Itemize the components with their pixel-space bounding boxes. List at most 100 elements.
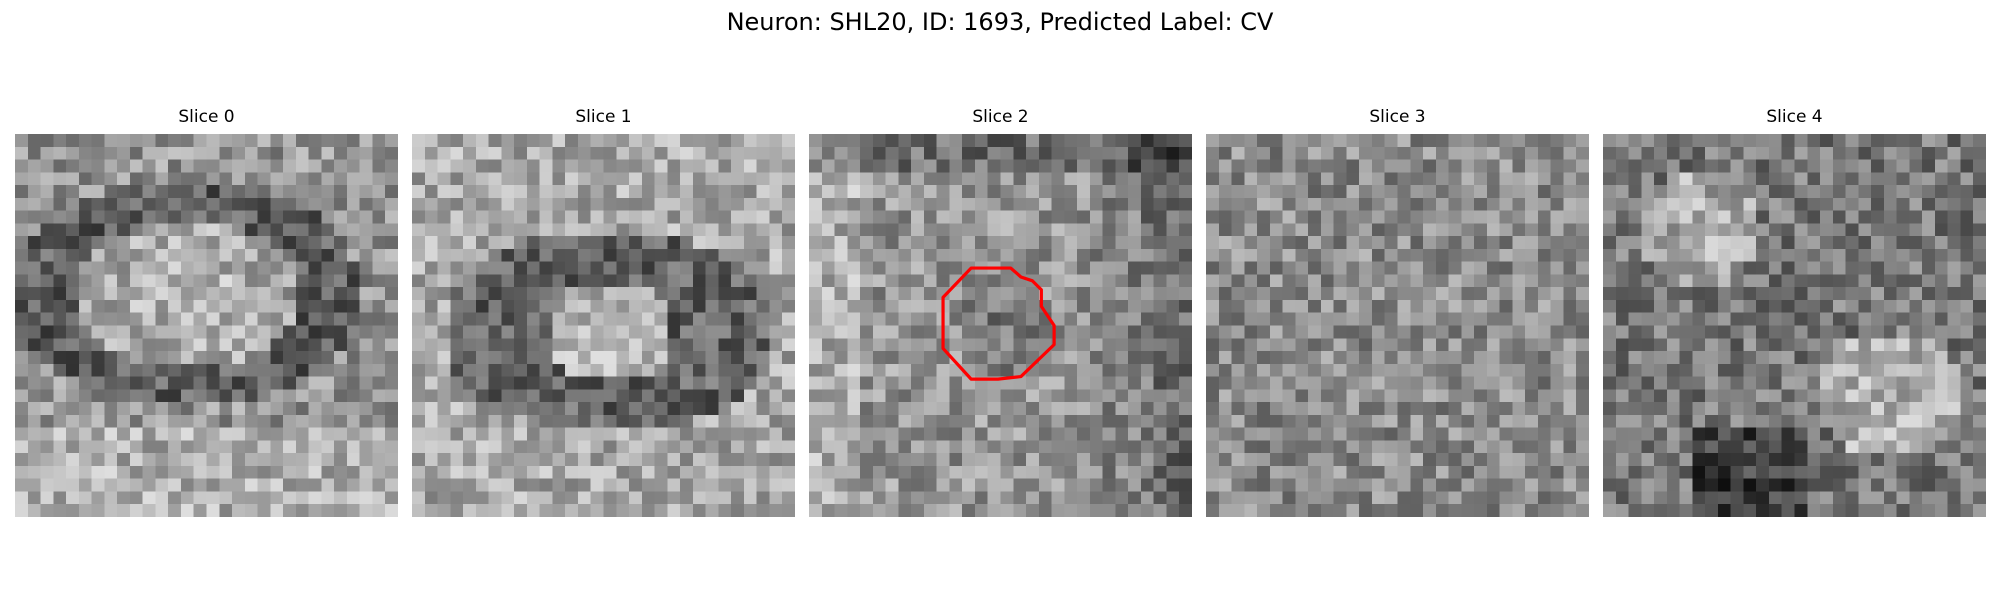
image-pixel (1257, 248, 1271, 262)
image-pixel (104, 146, 118, 160)
image-pixel (257, 414, 271, 428)
image-pixel (15, 146, 29, 160)
image-pixel (1333, 338, 1347, 352)
image-pixel (1128, 312, 1142, 326)
image-pixel (641, 248, 655, 262)
image-pixel (667, 402, 681, 416)
image-pixel (1679, 312, 1693, 326)
image-pixel (1615, 172, 1629, 186)
image-pixel (295, 261, 309, 275)
image-pixel (1615, 185, 1629, 199)
image-pixel (1679, 427, 1693, 441)
image-pixel (514, 210, 528, 224)
image-pixel (1371, 491, 1385, 505)
image-pixel (1781, 274, 1795, 288)
image-pixel (1973, 146, 1986, 160)
image-pixel (1140, 287, 1154, 301)
image-pixel (705, 146, 719, 160)
image-pixel (1832, 236, 1846, 250)
image-pixel (1563, 351, 1577, 365)
image-pixel (1730, 172, 1744, 186)
image-pixel (1359, 261, 1373, 275)
image-pixel (1832, 146, 1846, 160)
image-pixel (1550, 261, 1564, 275)
image-pixel (1909, 389, 1923, 403)
image-pixel (1973, 274, 1986, 288)
image-pixel (385, 185, 398, 199)
image-pixel (1179, 223, 1192, 237)
image-pixel (501, 465, 515, 479)
image-pixel (987, 248, 1001, 262)
image-pixel (552, 325, 566, 339)
image-pixel (1934, 389, 1948, 403)
image-pixel (1768, 376, 1782, 390)
image-pixel (385, 248, 398, 262)
image-pixel (1153, 312, 1167, 326)
image-pixel (1883, 414, 1897, 428)
image-pixel (1295, 159, 1309, 173)
image-pixel (769, 134, 783, 148)
image-pixel (334, 325, 348, 339)
image-pixel (53, 287, 67, 301)
image-pixel (1666, 453, 1680, 467)
image-pixel (1871, 236, 1885, 250)
image-pixel (1807, 299, 1821, 313)
image-pixel (987, 453, 1001, 467)
image-pixel (1730, 504, 1744, 517)
image-pixel (1499, 248, 1513, 262)
image-pixel (270, 389, 284, 403)
image-pixel (346, 185, 360, 199)
image-pixel (1153, 159, 1167, 173)
image-pixel (1947, 351, 1961, 365)
image-pixel (1550, 274, 1564, 288)
image-pixel (1896, 376, 1910, 390)
image-pixel (885, 312, 899, 326)
image-pixel (1871, 287, 1885, 301)
image-pixel (743, 197, 757, 211)
image-pixel (1781, 491, 1795, 505)
image-pixel (334, 274, 348, 288)
image-pixel (321, 376, 335, 390)
image-pixel (923, 274, 937, 288)
image-pixel (463, 134, 477, 148)
image-pixel (603, 248, 617, 262)
image-pixel (1832, 210, 1846, 224)
image-pixel (641, 210, 655, 224)
image-pixel (1820, 504, 1834, 517)
image-pixel (1026, 248, 1040, 262)
image-pixel (1807, 491, 1821, 505)
image-pixel (1089, 197, 1103, 211)
image-pixel (1295, 223, 1309, 237)
image-pixel (552, 274, 566, 288)
image-pixel (616, 159, 630, 173)
image-pixel (718, 376, 732, 390)
image-pixel (321, 236, 335, 250)
image-pixel (1333, 402, 1347, 416)
image-pixel (155, 376, 169, 390)
image-pixel (475, 338, 489, 352)
image-pixel (1563, 185, 1577, 199)
image-pixel (1807, 274, 1821, 288)
image-pixel (514, 491, 528, 505)
image-pixel (66, 197, 80, 211)
image-pixel (40, 261, 54, 275)
image-pixel (1820, 363, 1834, 377)
image-pixel (667, 414, 681, 428)
image-pixel (629, 504, 643, 517)
image-pixel (705, 440, 719, 454)
image-pixel (552, 197, 566, 211)
image-pixel (514, 287, 528, 301)
image-pixel (270, 159, 284, 173)
image-pixel (1973, 185, 1986, 199)
image-pixel (756, 325, 770, 339)
image-pixel (1346, 223, 1360, 237)
image-pixel (769, 338, 783, 352)
image-pixel (1486, 261, 1500, 275)
image-pixel (1077, 197, 1091, 211)
image-pixel (385, 236, 398, 250)
image-pixel (437, 325, 451, 339)
image-pixel (667, 440, 681, 454)
image-pixel (1206, 440, 1220, 454)
image-pixel (15, 299, 29, 313)
image-pixel (450, 376, 464, 390)
